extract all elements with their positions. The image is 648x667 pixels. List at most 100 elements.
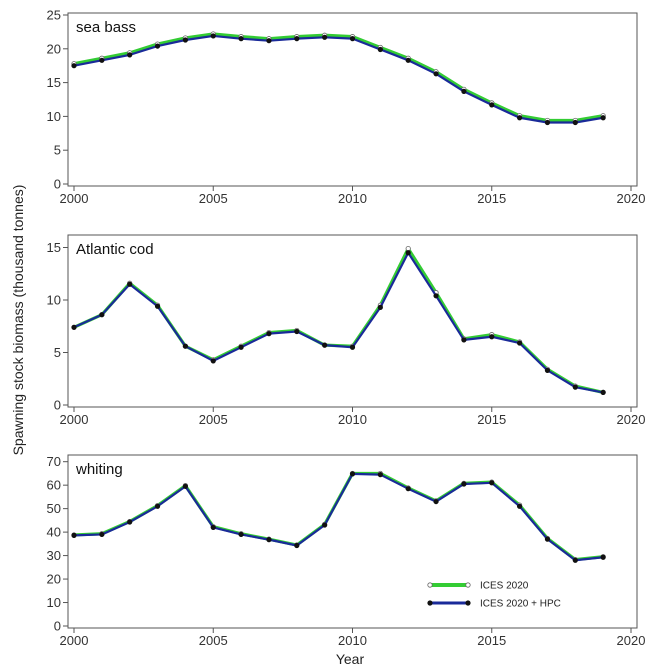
data-point (238, 36, 244, 42)
series-line-ices-2020-hpc (73, 472, 604, 562)
series-line-ices-2020 (73, 246, 604, 394)
data-point (127, 52, 133, 58)
data-point (405, 250, 411, 256)
data-point (210, 33, 216, 39)
y-tick-label: 70 (47, 454, 61, 469)
data-point (210, 524, 216, 531)
y-tick-label: 10 (47, 293, 61, 308)
legend-marker (427, 600, 433, 606)
data-point (600, 389, 606, 395)
data-point (71, 63, 77, 69)
data-point (349, 344, 356, 350)
series-line-ices-2020-hpc (73, 251, 604, 394)
data-point (154, 43, 161, 49)
data-point (377, 46, 383, 53)
data-point (600, 115, 606, 121)
data-point (433, 498, 439, 505)
data-point (433, 71, 439, 77)
y-tick-label: 0 (54, 177, 61, 192)
data-point (99, 531, 105, 538)
x-tick-label: 2020 (617, 412, 646, 427)
data-point (461, 481, 467, 487)
y-tick-label: 50 (47, 501, 61, 516)
x-tick-label: 2020 (617, 633, 646, 648)
y-tick-label: 30 (47, 548, 61, 563)
data-point (210, 358, 216, 364)
data-point (572, 557, 578, 563)
data-point (127, 281, 133, 287)
panel-whiting: 0 10 20 30 40 50 60 70 2000 2005 2010 2015 2020 whiti… (47, 454, 646, 648)
data-point (405, 245, 411, 252)
x-tick-label: 2005 (199, 412, 228, 427)
data-point (238, 531, 244, 538)
data-point (405, 57, 411, 63)
data-point (377, 472, 383, 478)
data-point (572, 384, 578, 390)
y-tick-label: 15 (47, 240, 61, 255)
data-point (294, 328, 300, 335)
data-point (433, 293, 439, 299)
data-point (544, 367, 551, 373)
data-point (377, 304, 383, 310)
y-tick-label: 20 (47, 41, 61, 56)
x-tick-label: 2000 (60, 633, 89, 648)
data-point (71, 532, 77, 538)
data-point (405, 486, 411, 492)
data-point (99, 312, 105, 318)
legend-marker (465, 600, 471, 606)
data-point (266, 38, 272, 44)
data-point (516, 115, 523, 121)
data-point (489, 102, 495, 108)
x-tick-label: 2005 (199, 191, 228, 206)
legend-label: ICES 2020 + HPC (480, 599, 561, 610)
data-point (461, 88, 467, 94)
data-point (322, 342, 328, 348)
x-tick-label: 2010 (338, 191, 367, 206)
series-line-ices-2020 (73, 471, 604, 562)
x-tick-label: 2015 (477, 633, 506, 648)
panel-title: sea bass (76, 19, 136, 36)
data-point (349, 471, 356, 477)
y-tick-label: 10 (47, 595, 61, 610)
x-tick-label: 2005 (199, 633, 228, 648)
data-point (349, 36, 356, 42)
data-point (294, 542, 300, 549)
legend-label: ICES 2020 (480, 581, 529, 592)
x-tick-label: 2020 (617, 191, 646, 206)
y-tick-label: 40 (47, 525, 61, 540)
x-axis-title: Year (336, 651, 365, 667)
data-point (461, 337, 467, 343)
series-line-ices-2020-hpc (73, 34, 604, 124)
series-line-ices-2020 (73, 32, 604, 123)
data-point (154, 303, 161, 309)
data-point (489, 334, 495, 340)
y-tick-label: 5 (54, 345, 61, 360)
data-point (322, 522, 328, 528)
data-point (127, 519, 133, 525)
data-point (322, 34, 328, 40)
data-point (99, 57, 105, 63)
data-point (600, 554, 606, 560)
x-tick-label: 2010 (338, 412, 367, 427)
data-point (71, 324, 77, 330)
panel-atlantic-cod: 0 5 10 15 2000 2005 2010 2015 2020 Atlantic cod (47, 234, 646, 427)
x-tick-label: 2000 (60, 412, 89, 427)
panel-title: whiting (75, 461, 123, 478)
x-tick-label: 2015 (477, 191, 506, 206)
panel-frame (67, 234, 638, 408)
data-point (516, 340, 523, 346)
y-tick-label: 60 (47, 478, 61, 493)
data-point (544, 119, 551, 126)
panel-title: Atlantic cod (76, 241, 154, 258)
y-tick-label: 15 (47, 75, 61, 90)
y-tick-label: 0 (54, 619, 61, 634)
y-tick-label: 5 (54, 143, 61, 158)
y-tick-label: 20 (47, 572, 61, 587)
y-tick-label: 25 (47, 8, 61, 23)
legend: ICES 2020 ICES 2020 + HPC (427, 581, 561, 610)
data-point (182, 483, 188, 489)
data-point (182, 343, 188, 349)
data-point (489, 480, 495, 486)
y-tick-label: 10 (47, 109, 61, 124)
y-tick-label: 0 (54, 398, 61, 413)
